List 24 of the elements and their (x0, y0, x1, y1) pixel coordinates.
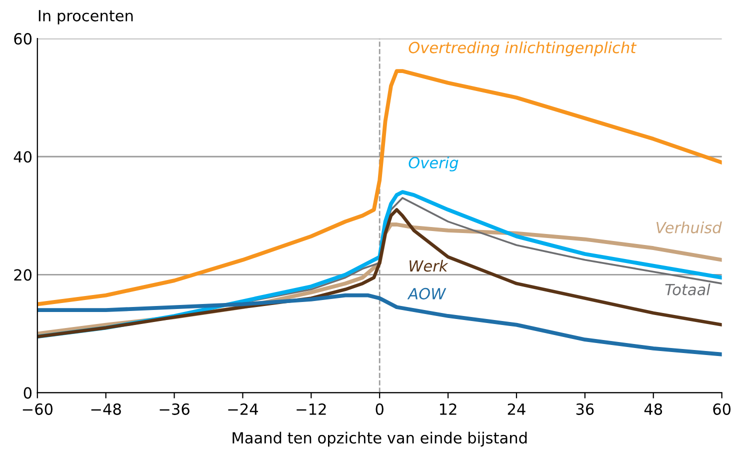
x-tick-label: 24 (508, 403, 526, 415)
y-tick-label: 40 (14, 151, 32, 163)
x-tick-label: −36 (160, 403, 190, 415)
x-tick-label: 48 (644, 403, 662, 415)
series-label: Werk (410, 260, 448, 272)
x-tick-label: −12 (296, 403, 326, 415)
x-tick-label: 36 (576, 403, 594, 415)
series-label: Verhuisd (656, 222, 722, 234)
series-label: Totaal (665, 283, 710, 296)
series-label: AOW (407, 288, 446, 300)
line-series (37, 69, 722, 306)
x-tick-label: 12 (440, 403, 456, 415)
x-tick-label: 0 (376, 403, 384, 415)
series-label: Overtreding inlichtingenplicht (408, 42, 637, 56)
x-tick-label: −48 (91, 403, 121, 415)
y-tick-label: 60 (14, 33, 32, 45)
y-axis-title: In procenten (38, 10, 133, 24)
x-tick-label: −60 (22, 403, 53, 415)
x-axis-title: Maand ten opzichte van einde bijstand (232, 432, 527, 447)
y-tick-label: 20 (14, 269, 32, 281)
x-tick-label: −24 (228, 403, 258, 415)
y-tick-label: 0 (24, 387, 32, 399)
x-tick-label: 60 (713, 403, 731, 415)
series-label: Overig (408, 156, 458, 172)
